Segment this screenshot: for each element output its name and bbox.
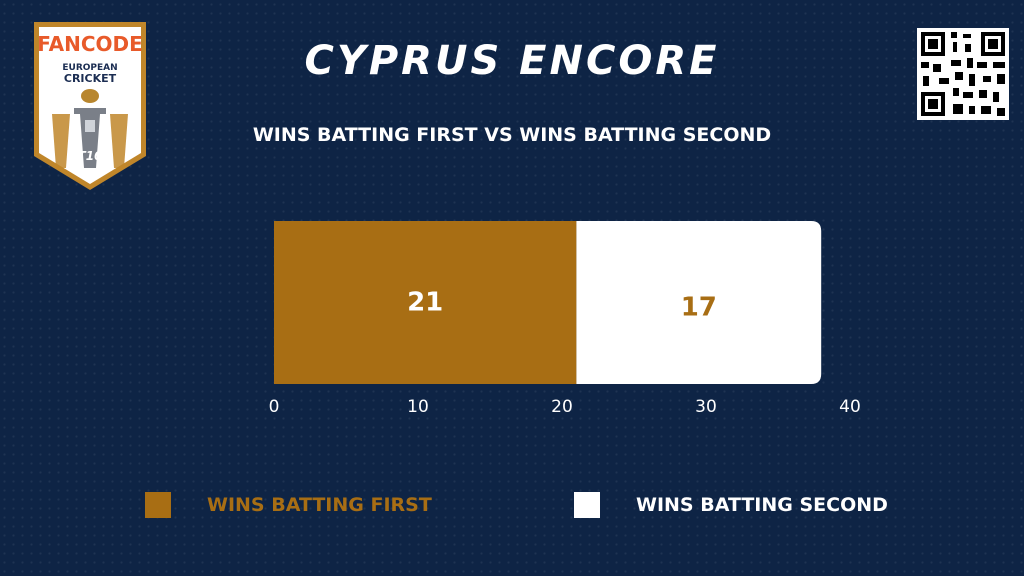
x-tick-label-0: 0 xyxy=(269,397,280,417)
legend-swatch-first xyxy=(145,492,171,518)
legend-item-first: WINS BATTING FIRST xyxy=(145,490,432,520)
stacked-bar-chart: 21 17 0 10 20 30 40 xyxy=(269,221,861,417)
x-tick-label-40: 40 xyxy=(839,397,861,417)
qr-code[interactable] xyxy=(917,28,1009,120)
chart-title: CYPRUS ENCORE xyxy=(304,38,720,84)
x-tick-label-30: 30 xyxy=(695,397,717,417)
chart-subtitle: WINS BATTING FIRST VS WINS BATTING SECON… xyxy=(252,124,772,146)
logo-line2: CRICKET xyxy=(64,72,117,85)
legend-swatch-second xyxy=(574,492,600,518)
fancode-european-cricket-logo: FANCODE EUROPEAN CRICKET T10 xyxy=(34,22,146,190)
legend-label-first: WINS BATTING FIRST xyxy=(207,494,432,516)
logo-line1: EUROPEAN xyxy=(62,63,117,73)
bar-segment-1 xyxy=(274,221,577,384)
bar-segment-2 xyxy=(576,221,822,384)
legend-label-second: WINS BATTING SECOND xyxy=(636,494,888,516)
data-label-2: 17 xyxy=(681,293,717,323)
logo-brand: FANCODE xyxy=(37,32,143,56)
logo-badge: T10 xyxy=(78,149,103,163)
data-label-1: 21 xyxy=(407,288,443,318)
legend-item-second: WINS BATTING SECOND xyxy=(574,490,888,520)
x-tick-label-10: 10 xyxy=(407,397,429,417)
x-tick-label-20: 20 xyxy=(551,397,573,417)
